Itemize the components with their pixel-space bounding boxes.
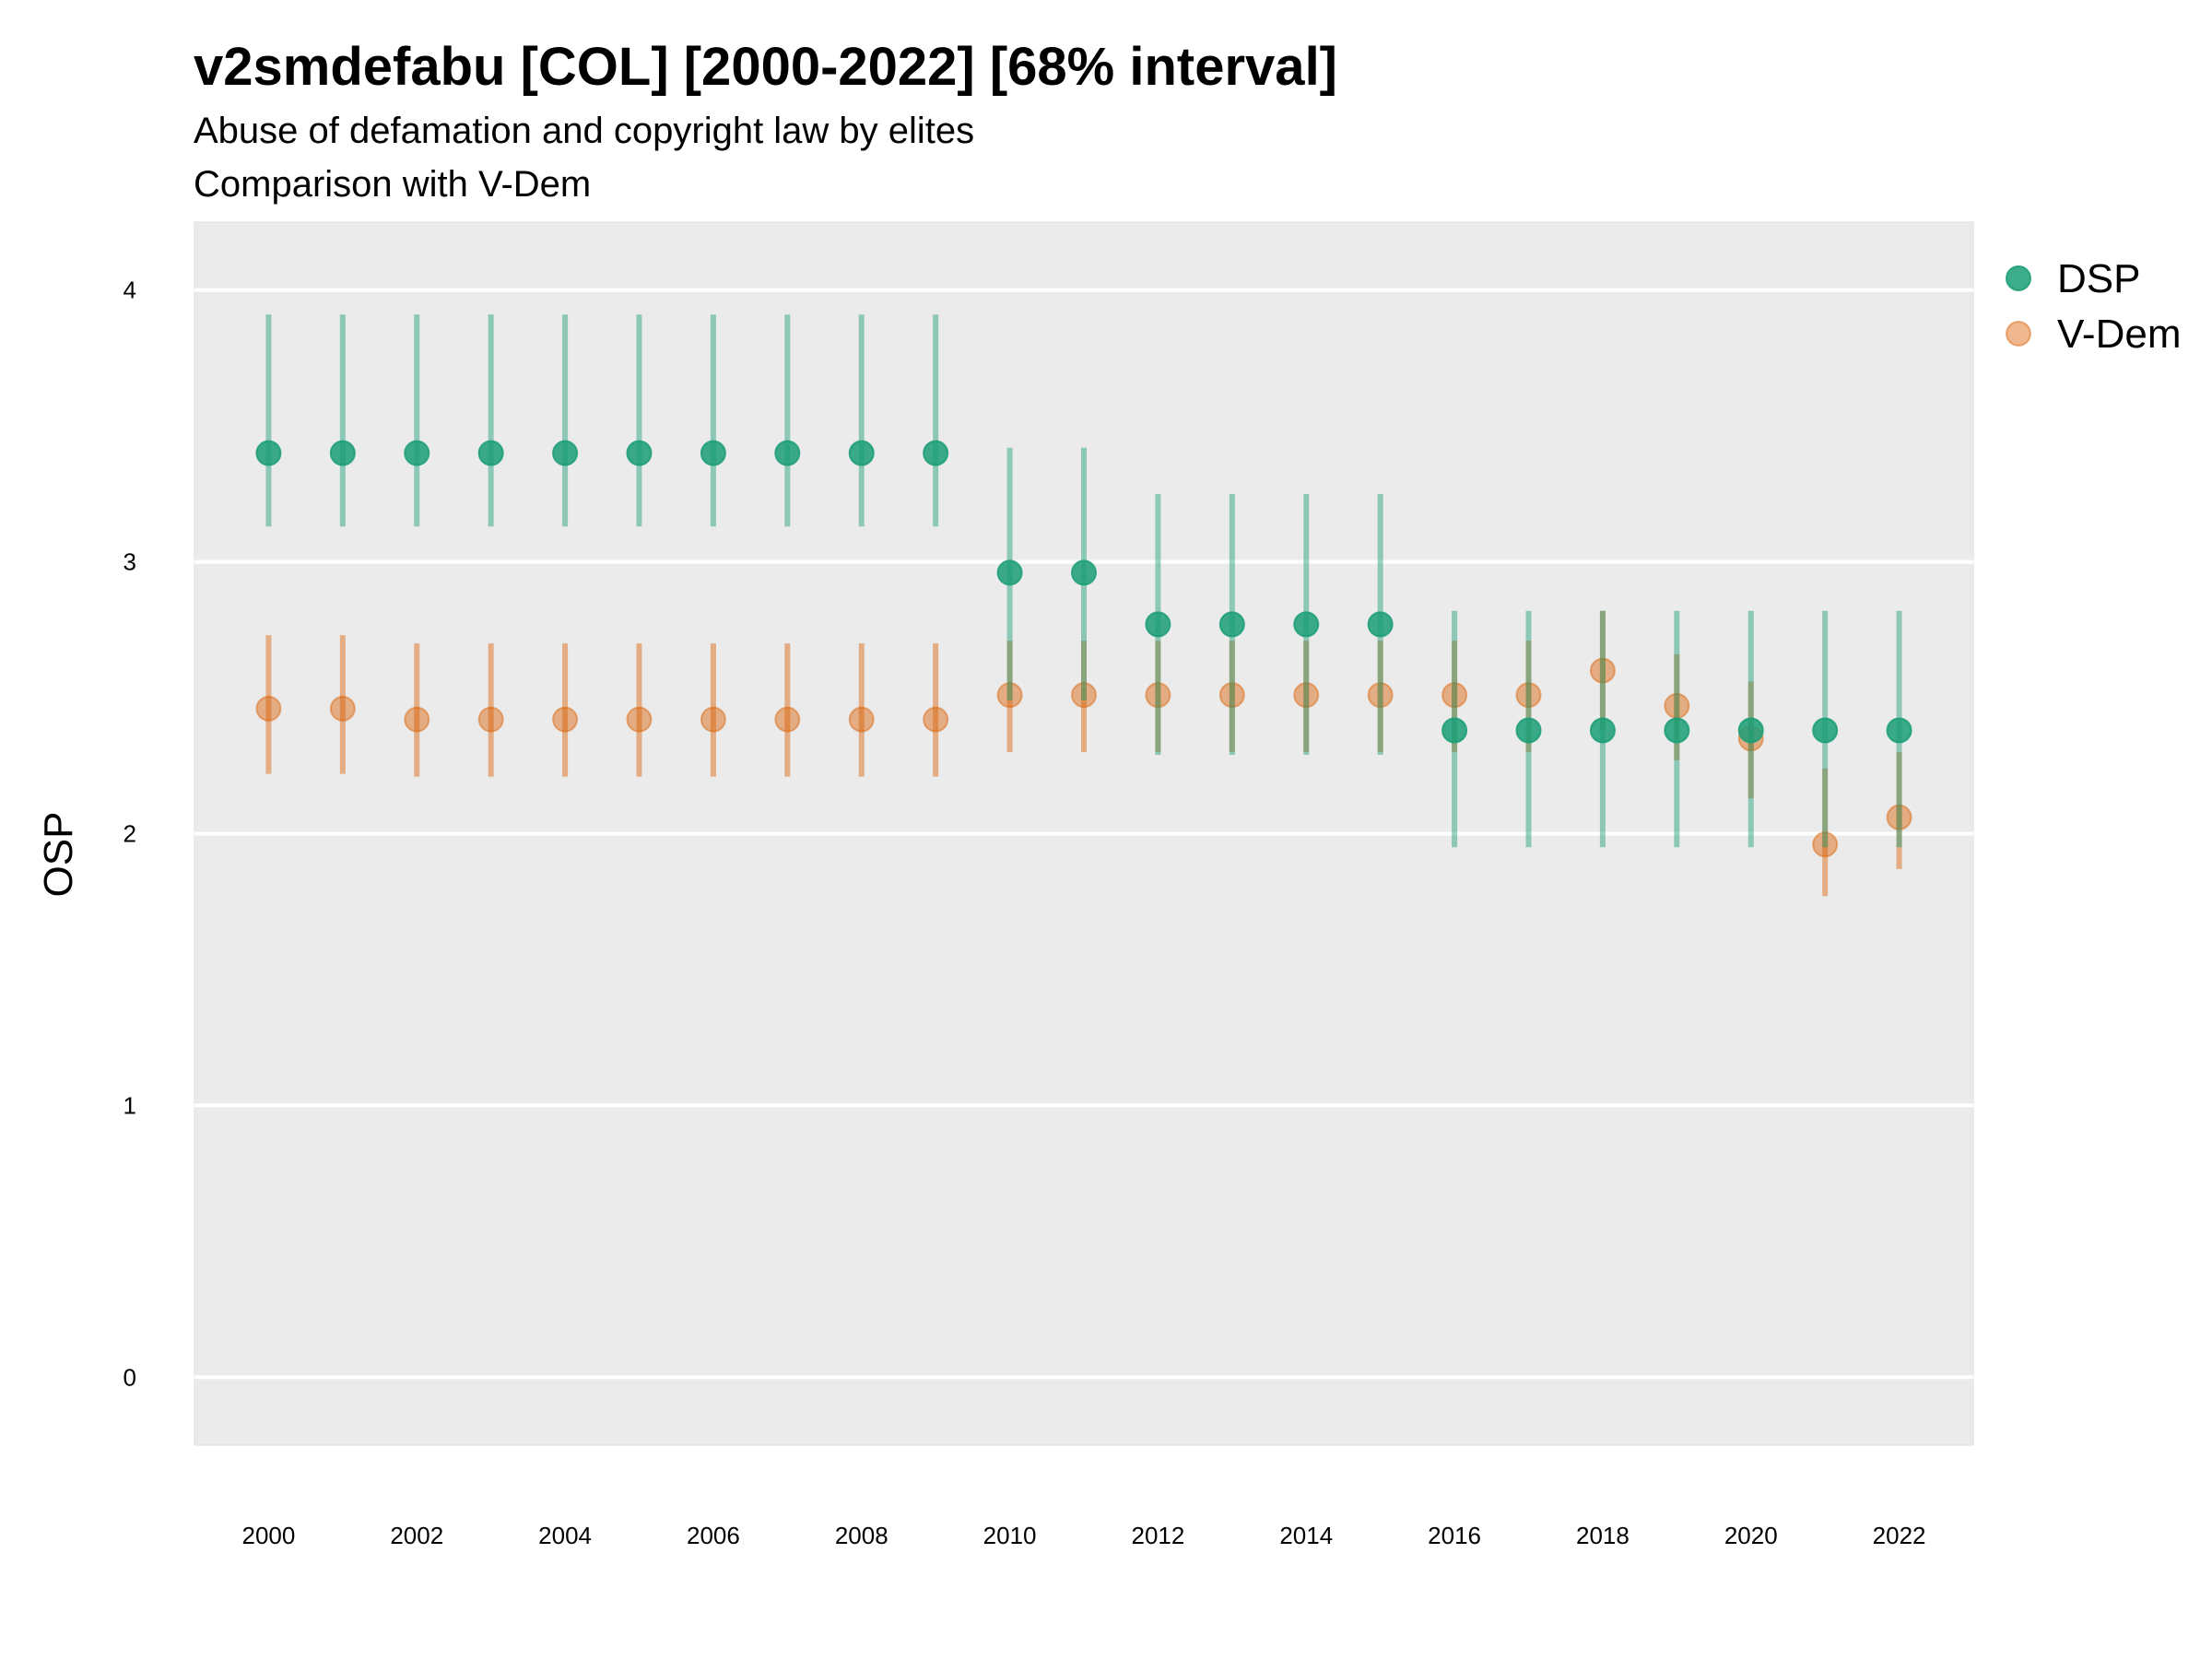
data-point <box>923 440 949 466</box>
data-point <box>477 706 504 733</box>
data-point <box>700 440 726 466</box>
data-point <box>1145 611 1171 638</box>
grid-lines <box>194 288 1973 1380</box>
data-point <box>1737 717 1764 744</box>
data-point <box>1218 611 1245 638</box>
x-tick-label: 2018 <box>1576 1522 1630 1549</box>
x-tick-label: 2004 <box>538 1522 592 1549</box>
x-tick-labels: 2000 2002 2004 2006 2008 2010 2012 2014 2016 2018… <box>241 1522 1925 1549</box>
data-point <box>1812 717 1839 744</box>
data-point <box>1218 682 1245 709</box>
x-tick-label: 2000 <box>241 1522 295 1549</box>
x-tick-label: 2022 <box>1873 1522 1926 1549</box>
data-point <box>1293 611 1320 638</box>
data-point <box>848 706 875 733</box>
y-tick-label: 1 <box>124 1091 136 1119</box>
data-point <box>1071 559 1097 586</box>
data-point <box>1441 682 1468 709</box>
chart-subtitle-2: Comparison with V-Dem <box>194 164 591 205</box>
data-point <box>477 440 504 466</box>
data-point <box>1367 611 1394 638</box>
y-tick-label: 4 <box>124 276 136 304</box>
data-point <box>1886 804 1912 830</box>
data-point <box>1441 717 1468 744</box>
x-tick-label: 2008 <box>835 1522 888 1549</box>
data-point <box>700 706 726 733</box>
data-point <box>626 706 653 733</box>
y-axis-label: OSP <box>36 812 81 898</box>
data-point <box>626 440 653 466</box>
legend-label: V-Dem <box>2057 312 2181 357</box>
data-point <box>996 682 1023 709</box>
data-point <box>848 440 875 466</box>
data-point <box>923 706 949 733</box>
legend: DSP V-Dem <box>2006 256 2181 357</box>
data-point <box>996 559 1023 586</box>
y-tick-label: 2 <box>124 820 136 848</box>
y-tick-label: 0 <box>124 1363 136 1391</box>
x-tick-label: 2012 <box>1131 1522 1184 1549</box>
data-point <box>774 440 801 466</box>
x-tick-label: 2006 <box>687 1522 740 1549</box>
data-series <box>255 314 1912 897</box>
data-point <box>329 440 356 466</box>
chart-subtitle: Abuse of defamation and copyright law by… <box>194 111 974 151</box>
data-point <box>1293 682 1320 709</box>
legend-label: DSP <box>2057 256 2140 301</box>
series-v-dem <box>255 610 1912 897</box>
data-point <box>1812 831 1839 858</box>
data-point <box>1515 682 1542 709</box>
data-point <box>552 706 579 733</box>
data-point <box>404 440 430 466</box>
data-point <box>552 440 579 466</box>
data-point <box>255 695 282 722</box>
y-tick-label: 3 <box>124 548 136 576</box>
chart-title: v2smdefabu [COL] [2000-2022] [68% interv… <box>194 37 1337 97</box>
data-point <box>1589 657 1616 684</box>
x-tick-label: 2016 <box>1428 1522 1481 1549</box>
x-tick-label: 2020 <box>1724 1522 1778 1549</box>
data-point <box>255 440 282 466</box>
legend-marker <box>2006 321 2031 347</box>
data-point <box>404 706 430 733</box>
data-point <box>1664 717 1690 744</box>
data-point <box>1886 717 1912 744</box>
legend-marker <box>2006 265 2031 291</box>
y-tick-labels: 0 1 2 3 4 <box>124 276 136 1392</box>
data-point <box>329 695 356 722</box>
data-point <box>774 706 801 733</box>
data-point <box>1367 682 1394 709</box>
x-tick-label: 2014 <box>1279 1522 1333 1549</box>
x-tick-label: 2010 <box>983 1522 1037 1549</box>
data-point <box>1071 682 1097 709</box>
x-tick-label: 2002 <box>390 1522 443 1549</box>
data-point <box>1589 717 1616 744</box>
data-point <box>1515 717 1542 744</box>
data-point <box>1145 682 1171 709</box>
series-dsp <box>255 314 1912 848</box>
